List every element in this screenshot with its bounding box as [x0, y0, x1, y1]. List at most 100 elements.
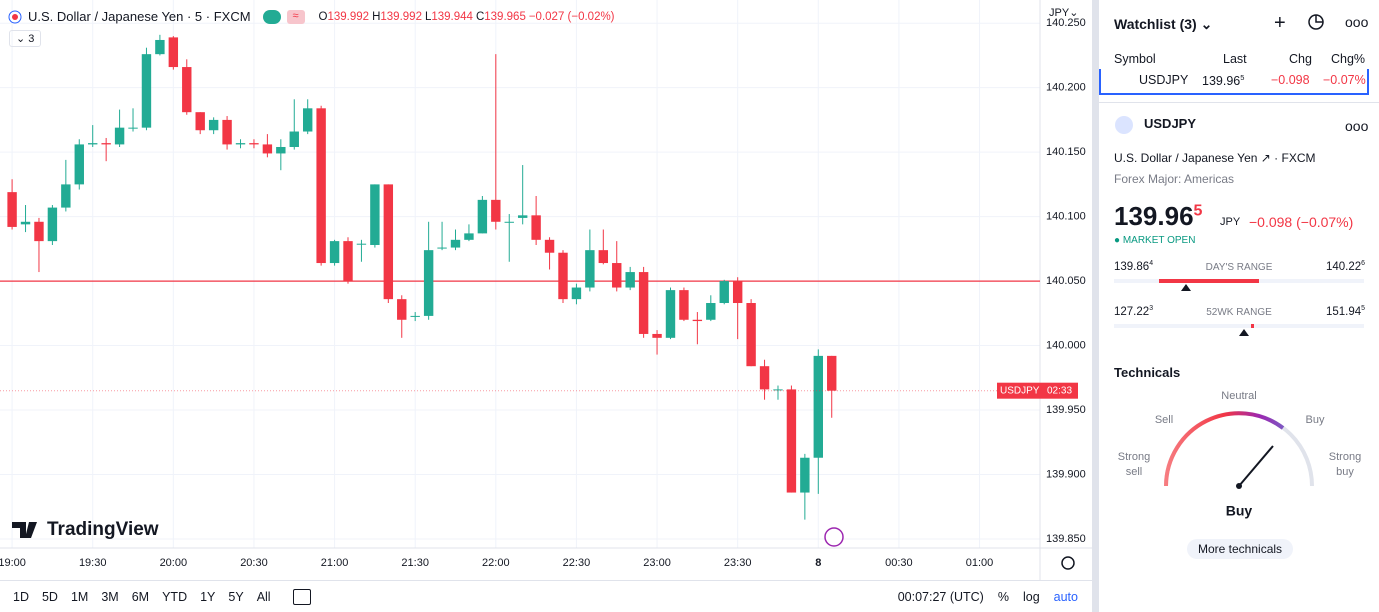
add-icon[interactable]: + — [1274, 12, 1286, 34]
x-tick-label: 21:00 — [321, 557, 349, 569]
range-row: 139.864 DAY'S RANGE 140.226 — [1099, 260, 1379, 300]
detail-price: 139.965 — [1114, 201, 1202, 232]
range-button[interactable]: 1Y — [200, 589, 216, 604]
detail-symbol: USDJPY — [1144, 116, 1197, 131]
more-technicals[interactable]: More technicals — [1187, 539, 1294, 559]
x-tick-label: 21:30 — [401, 557, 429, 569]
range-high-pip: 6 — [1361, 260, 1365, 267]
range-button[interactable]: 5Y — [228, 589, 244, 604]
candle-body — [450, 239, 461, 248]
range-button[interactable]: 1D — [13, 589, 29, 604]
price-main: 139.96 — [1114, 201, 1194, 231]
ohlc: O139.992 H139.992 L139.944 C139.965 −0.027 (… — [319, 11, 615, 23]
candle-body — [383, 184, 394, 300]
candle-body — [329, 241, 340, 264]
status-dot — [262, 9, 281, 24]
range-button[interactable]: All — [256, 589, 271, 604]
column-header: Chg — [1289, 52, 1312, 66]
watermark: TradingView — [47, 519, 159, 540]
ohlc-value: 139.992 — [380, 10, 422, 23]
gauge-strong-sell-1: Strong — [1118, 451, 1150, 463]
range-low-main: 127.22 — [1114, 305, 1150, 318]
candle-body — [585, 250, 595, 288]
y-tick-label: 140.050 — [1046, 275, 1086, 287]
range-row: 127.223 52WK RANGE 151.945 — [1099, 305, 1379, 345]
watchlist-row[interactable]: USDJPY 139.965 −0.098 −0.07% — [1099, 69, 1369, 95]
candle-body — [571, 287, 582, 300]
price-pip: 5 — [1193, 202, 1203, 220]
candle-body — [679, 290, 689, 320]
y-tick-label: 140.150 — [1046, 146, 1086, 158]
range-high-main: 140.22 — [1325, 260, 1362, 273]
range-button[interactable]: 3M — [101, 589, 119, 604]
detail-currency: JPY — [1220, 216, 1241, 228]
price-label-symbol: USDJPY — [1000, 385, 1040, 396]
candle-body — [410, 315, 420, 317]
x-tick-label: 8 — [815, 557, 821, 569]
column-header: Symbol — [1114, 52, 1156, 66]
candle-body — [638, 272, 649, 334]
range-button[interactable]: 1M — [70, 589, 89, 604]
detail-menu[interactable]: ooo — [1345, 118, 1369, 134]
x-tick-label: 23:00 — [643, 557, 671, 569]
range-high: 151.945 — [1326, 305, 1365, 318]
candle-body — [114, 127, 125, 145]
detail-category: Forex Major: Americas — [1114, 172, 1235, 186]
candle-body — [276, 146, 286, 154]
range-high-pip: 5 — [1361, 305, 1365, 312]
ohlc-value: 139.944 — [431, 10, 473, 23]
range-fill — [1159, 279, 1259, 283]
candle-body — [477, 199, 488, 234]
menu-icon[interactable]: ooo — [1345, 14, 1369, 30]
candle-body — [302, 108, 313, 132]
range-button[interactable]: 6M — [131, 589, 150, 604]
candle-body — [34, 221, 44, 242]
x-tick-label: 22:30 — [563, 557, 591, 569]
ohlc-key: O — [318, 10, 328, 23]
candle-body — [706, 303, 716, 320]
gauge: Neutral Sell Buy Strong sell Strong buy … — [1118, 390, 1361, 519]
column-headers: Symbol Last Chg Chg% — [1099, 52, 1379, 68]
candle-body — [74, 144, 84, 185]
technicals-title: Technicals — [1114, 365, 1181, 380]
price-label-bg — [997, 382, 1078, 399]
scale-option[interactable]: % — [997, 589, 1009, 604]
x-tick-label: 20:30 — [240, 557, 268, 569]
candle-body — [88, 143, 98, 145]
detail-exchange: FXCM — [1281, 151, 1316, 165]
chart-icon[interactable] — [1307, 13, 1325, 31]
x-tick-label: 19:00 — [0, 557, 26, 569]
candle-body — [665, 290, 676, 338]
range-low-main: 139.86 — [1114, 260, 1150, 273]
market-status: ● MARKET OPEN — [1114, 235, 1196, 246]
watchlist-title[interactable]: Watchlist (3) ⌄ — [1114, 16, 1213, 32]
candle-body — [128, 127, 138, 129]
y-tick-label: 140.200 — [1046, 82, 1086, 94]
candle-body — [625, 272, 635, 288]
range-marker — [1181, 284, 1191, 291]
scale-option[interactable]: log — [1022, 589, 1040, 604]
detail-change: −0.098 (−0.07%) — [1249, 214, 1354, 230]
range-button[interactable]: YTD — [162, 589, 188, 604]
y-tick-label: 140.250 — [1046, 17, 1086, 29]
scale-option[interactable]: auto — [1053, 589, 1078, 604]
candle-body — [289, 131, 299, 147]
chart-area: 140.250 140.200 140.150 140.100 140.050 140.0… — [0, 0, 1092, 612]
candle-body — [141, 54, 152, 128]
candle-body — [195, 112, 205, 131]
status-badge: ≈ — [286, 9, 305, 24]
indicator-count: 3 — [28, 33, 35, 45]
date-range-icon[interactable] — [292, 588, 311, 605]
candle-body — [20, 221, 31, 225]
gauge-sell: Sell — [1155, 414, 1173, 426]
currency[interactable]: JPY⌄ — [1049, 7, 1079, 19]
candle-body — [47, 207, 58, 242]
ohlc-key: C — [475, 10, 485, 23]
candle-body — [101, 143, 111, 145]
indicator-toggle[interactable]: ⌄ 3 — [9, 30, 42, 47]
range-label: 52WK RANGE — [1206, 307, 1272, 318]
range-button[interactable]: 5D — [41, 589, 58, 604]
candle-body — [800, 457, 810, 493]
row-last-pip: 5 — [1240, 73, 1245, 82]
